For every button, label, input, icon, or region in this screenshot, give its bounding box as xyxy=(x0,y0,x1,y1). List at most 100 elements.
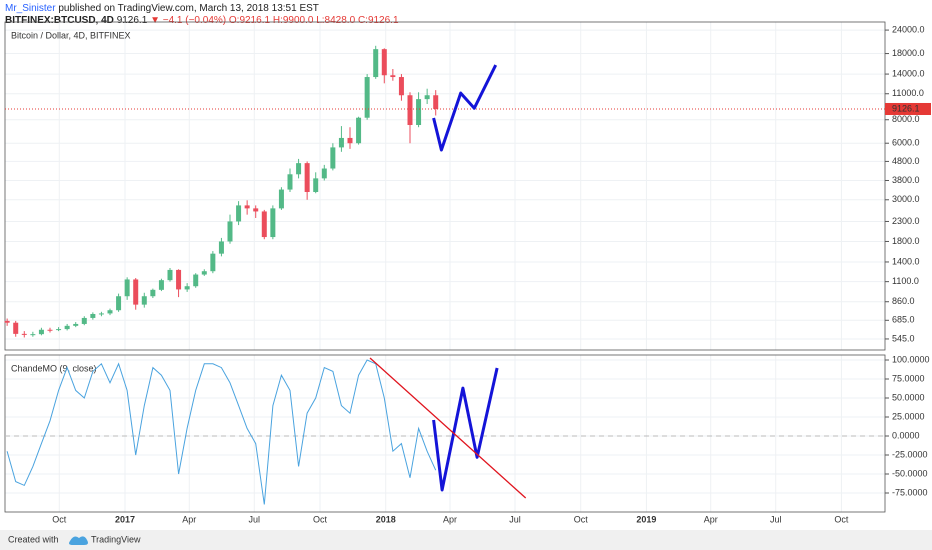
candle-body xyxy=(64,325,70,330)
drawing xyxy=(432,64,498,152)
candle-body xyxy=(270,208,276,238)
candle-body xyxy=(218,241,224,254)
candle-body xyxy=(347,137,353,144)
y-tick-label: -50.0000 xyxy=(892,468,928,478)
candle-body xyxy=(364,77,370,118)
candle-body xyxy=(253,208,259,212)
y-tick-label: 24000.0 xyxy=(892,24,925,34)
y-tick-label: 860.0 xyxy=(892,296,915,306)
candle-body xyxy=(107,310,113,314)
last-price-label: 9126.1 xyxy=(892,103,920,113)
author[interactable]: Mr_Sinister xyxy=(5,3,56,14)
candle-body xyxy=(287,174,293,190)
y-tick-label: 14000.0 xyxy=(892,68,925,78)
logo xyxy=(69,536,88,545)
candle-body xyxy=(21,333,27,335)
candle-body xyxy=(4,320,10,323)
candle-body xyxy=(167,269,173,281)
candle-body xyxy=(201,271,207,275)
candle-body xyxy=(424,95,430,100)
y-tick-label: 50.0000 xyxy=(892,392,925,402)
x-tick-label: Apr xyxy=(182,514,196,524)
y-tick-label: 685.0 xyxy=(892,315,915,325)
candle-body xyxy=(433,95,439,109)
header-line: Mr_Sinister published on TradingView.com… xyxy=(5,3,319,14)
candle-body xyxy=(13,322,19,334)
y-tick-label: 1100.0 xyxy=(892,276,919,286)
candle-body xyxy=(30,334,36,336)
y-tick-label: 1400.0 xyxy=(892,256,920,266)
candle-body xyxy=(124,279,130,297)
x-tick-label: Apr xyxy=(704,514,718,524)
last-price-box xyxy=(885,102,931,115)
y-tick-label: 2300.0 xyxy=(892,216,920,226)
candle-body xyxy=(150,289,156,297)
candle-body xyxy=(296,163,302,175)
y-tick-label: 25.0000 xyxy=(892,411,925,421)
open: O:9216.1 xyxy=(229,15,271,26)
candle-body xyxy=(73,323,79,326)
published: published on TradingView.com, March 13, … xyxy=(56,3,319,14)
x-tick-label: 2017 xyxy=(115,514,135,524)
symbol-line: BITFINEX:BTCUSD, 4D 9126.1 ▼ −4.1 (−0.04… xyxy=(5,15,399,26)
x-tick-label: Jul xyxy=(770,514,782,524)
candle-body xyxy=(184,286,190,290)
candle-body xyxy=(390,75,396,78)
candle-body xyxy=(398,77,404,96)
drawing xyxy=(432,367,499,492)
y-tick-label: 6000.0 xyxy=(892,138,920,148)
x-tick-label: Oct xyxy=(313,514,328,524)
x-tick-label: Oct xyxy=(574,514,589,524)
candle-body xyxy=(47,329,53,331)
pane-border xyxy=(4,354,886,513)
x-tick-label: Jul xyxy=(509,514,521,524)
candle-body xyxy=(81,317,87,324)
y-tick-label: 0.0000 xyxy=(892,430,920,440)
candle-body xyxy=(381,49,387,76)
change: ▼ −4.1 (−0.04%) xyxy=(150,15,226,26)
footer-text: Created with xyxy=(8,534,59,544)
candle-body xyxy=(304,163,310,192)
candle-body xyxy=(278,189,284,209)
drawing xyxy=(369,357,527,499)
y-tick-label: 3800.0 xyxy=(892,175,920,185)
footer-brand[interactable]: TradingView xyxy=(91,534,141,544)
y-tick-label: 3000.0 xyxy=(892,194,920,204)
candle-body xyxy=(141,296,147,305)
candle-body xyxy=(236,205,242,222)
line xyxy=(6,359,437,505)
candle-body xyxy=(373,49,379,78)
candle-body xyxy=(193,274,199,287)
candle-body xyxy=(338,137,344,148)
y-tick-label: -75.0000 xyxy=(892,487,928,497)
candle-body xyxy=(227,221,233,242)
candle-body xyxy=(38,329,44,335)
candle-body xyxy=(261,211,267,238)
candle-body xyxy=(210,253,216,272)
pane-title: ChandeMO (9, close) xyxy=(11,363,97,373)
y-tick-label: 4800.0 xyxy=(892,156,920,166)
candle-body xyxy=(176,269,182,290)
candle-body xyxy=(330,147,336,169)
y-tick-label: 18000.0 xyxy=(892,48,925,58)
candle-body xyxy=(407,95,413,126)
pane-title: Bitcoin / Dollar, 4D, BITFINEX xyxy=(11,30,131,40)
x-tick-label: Jul xyxy=(249,514,261,524)
x-tick-label: Oct xyxy=(52,514,67,524)
candle-body xyxy=(56,329,62,331)
y-tick-label: 11000.0 xyxy=(892,88,924,98)
candle-body xyxy=(356,117,362,144)
y-tick-label: 8000.0 xyxy=(892,114,920,124)
footer-bar xyxy=(0,530,932,550)
y-tick-label: -25.0000 xyxy=(892,449,928,459)
x-tick-label: Oct xyxy=(834,514,849,524)
last: 9126.1 xyxy=(117,15,148,26)
y-tick-label: 100.0000 xyxy=(892,354,930,364)
low: L:8428.0 xyxy=(316,15,355,26)
pane-border xyxy=(4,21,886,351)
candle-body xyxy=(313,178,319,192)
symbol: BITFINEX:BTCUSD, 4D xyxy=(5,15,114,26)
candle-body xyxy=(133,279,139,305)
candle-body xyxy=(158,280,164,290)
